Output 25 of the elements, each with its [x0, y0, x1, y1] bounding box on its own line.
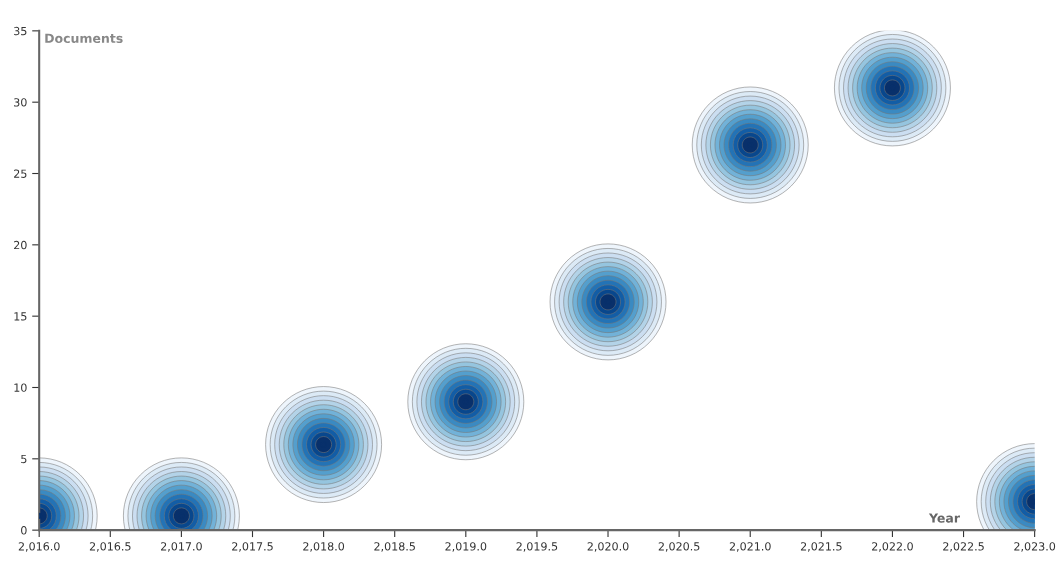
y-tick-label: 20: [14, 240, 27, 250]
x-tick-label: 2,020.0: [587, 542, 629, 552]
x-tick-label: 2,023.0: [1014, 542, 1056, 552]
x-tick-label: 2,020.5: [658, 542, 700, 552]
y-tick-label: 0: [21, 526, 27, 535]
y-tick-label: 30: [14, 98, 27, 107]
x-axis-title: Year: [928, 513, 960, 523]
x-tick-label: 2,022.0: [872, 542, 913, 552]
x-tick-label: 2,017.0: [161, 542, 202, 552]
x-tick-label: 2,021.0: [729, 542, 771, 552]
x-tick-label: 2,021.5: [800, 542, 842, 552]
y-tick-label: 5: [21, 454, 27, 464]
x-tick-label: 2,019.5: [516, 542, 558, 552]
y-tick-label: 25: [14, 169, 27, 178]
x-tick-label: 2,016.0: [18, 542, 60, 552]
x-tick-label: 2,019.0: [445, 542, 487, 552]
y-tick-label: 10: [14, 383, 27, 392]
x-tick-label: 2,018.5: [374, 542, 415, 552]
y-axis-title: Documents: [45, 33, 123, 44]
y-tick-label: 15: [14, 312, 27, 321]
x-tick-label: 2,016.5: [89, 542, 131, 552]
x-tick-label: 2,018.0: [303, 542, 345, 552]
x-tick-label: 2,017.5: [232, 542, 273, 552]
y-tick-label: 35: [14, 26, 27, 36]
x-tick-label: 2,022.5: [943, 542, 984, 552]
